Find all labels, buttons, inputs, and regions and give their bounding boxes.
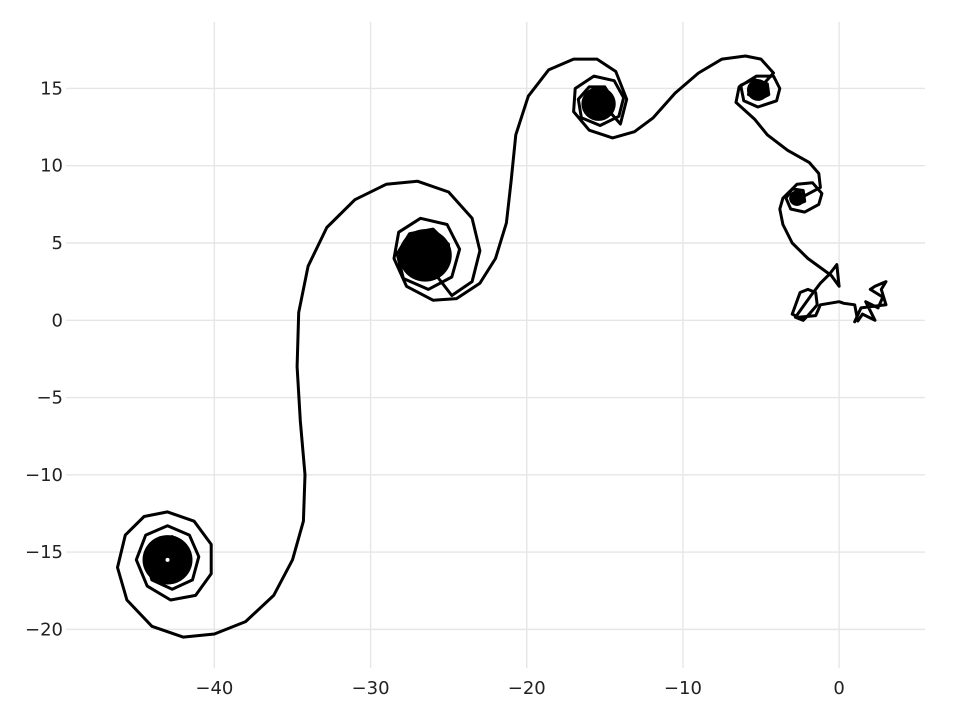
y-tick-label: 15 [40,78,63,99]
y-tick-label: 0 [52,310,63,331]
series-layer [116,54,888,639]
series-line [116,54,888,639]
y-tick-label: −20 [25,619,63,640]
vortex-core [398,229,452,282]
x-tick-label: −30 [352,678,390,699]
x-tick-label: −20 [508,678,546,699]
y-tick-label: −10 [25,465,63,486]
y-tick-label: 10 [40,156,63,177]
y-tick-label: 5 [52,233,63,254]
vortex-center-dot [165,557,170,562]
vortex-core [746,79,769,101]
vortex-core [581,86,616,121]
x-tick-label: −40 [195,678,233,699]
y-tick-label: −5 [36,388,63,409]
vortex-core [789,190,805,206]
x-tick-label: −10 [664,678,702,699]
tick-labels: −40 −30 −20 −10 0 15 10 5 0 −5 −10 −15 −20 [25,78,845,699]
x-tick-label: 0 [833,678,844,699]
y-tick-label: −15 [25,542,63,563]
grid [66,22,925,668]
